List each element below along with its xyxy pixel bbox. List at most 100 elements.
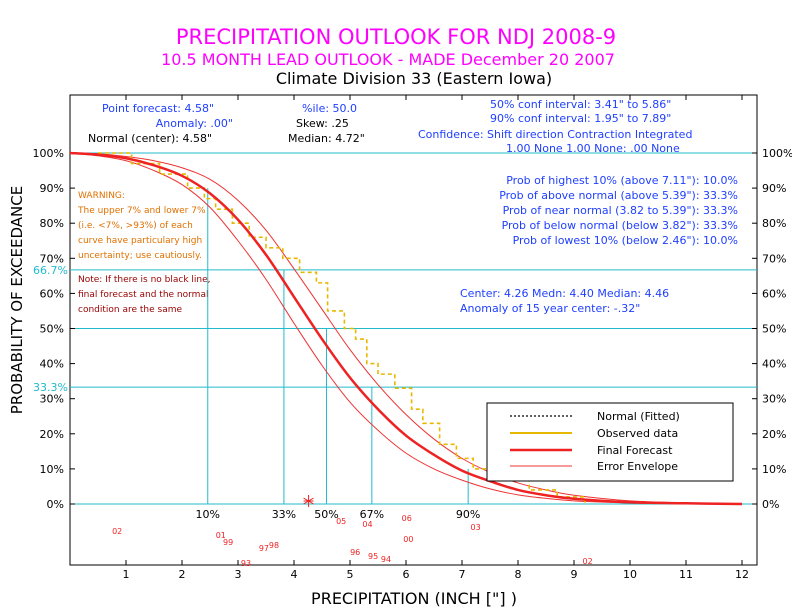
y-tick-label-left: 20% <box>40 428 64 441</box>
y-tick-label-right: 70% <box>762 252 786 265</box>
y-tick-label-left: 40% <box>40 358 64 371</box>
x-tick-label: 6 <box>403 568 410 581</box>
y-tick-label-right: 20% <box>762 428 786 441</box>
prob-below: Prob of below normal (below 3.82"): 33.3… <box>502 219 738 232</box>
y-tick-label-right: 40% <box>762 358 786 371</box>
y-tick-label-right: 0% <box>762 498 779 511</box>
stat-point-forecast: Point forecast: 4.58" <box>102 102 214 115</box>
x-tick-label: 8 <box>515 568 522 581</box>
y-tick-label-right: 30% <box>762 393 786 406</box>
y-axis-label: PROBABILITY OF EXCEEDANCE <box>8 186 26 414</box>
warning-line: WARNING: <box>78 191 125 201</box>
legend-label-envelope: Error Envelope <box>597 460 678 473</box>
y-tick-label-right: 60% <box>762 287 786 300</box>
year-label: 04 <box>362 520 372 529</box>
year-label: 95 <box>368 552 378 561</box>
year-label: 05 <box>336 517 346 526</box>
note-line: condition are the same <box>78 305 182 315</box>
year-label: 99 <box>223 538 233 547</box>
y-tick-label-right: 100% <box>762 147 792 160</box>
year-label: 01 <box>216 531 226 540</box>
y-tick-label-right: 80% <box>762 217 786 230</box>
climate-division: Climate Division 33 (Eastern Iowa) <box>276 69 552 88</box>
y-tick-label-right: 50% <box>762 323 786 336</box>
x-tick-label: 7 <box>459 568 466 581</box>
year-label: 00 <box>403 535 413 544</box>
y-tick-label-left: 0% <box>47 498 64 511</box>
prob-highest: Prob of highest 10% (above 7.11"): 10.0% <box>506 174 738 187</box>
warning-line: curve have particulary high <box>78 236 202 246</box>
stat-conf90: 90% conf interval: 1.95" to 7.89" <box>490 112 671 125</box>
reference-line-label: 66.7% <box>33 264 68 277</box>
year-label: 94 <box>381 555 391 564</box>
x-tick-label: 3 <box>235 568 242 581</box>
warning-line: (i.e. <7%, >93%) of each <box>78 221 193 231</box>
anomaly-15yr: Anomaly of 15 year center: -.32" <box>460 302 640 315</box>
y-tick-label-left: 70% <box>40 252 64 265</box>
stat-confidence-values: 1.00 None 1.00 None: .00 None <box>506 142 680 155</box>
percentile-label: 50% <box>314 508 338 521</box>
note-line: final forecast and the normal <box>78 290 208 300</box>
y-tick-label-right: 90% <box>762 182 786 195</box>
year-label: 93 <box>241 559 251 568</box>
y-tick-label-right: 10% <box>762 463 786 476</box>
year-label: 06 <box>402 514 412 523</box>
series-error-envelope-lower <box>69 152 743 505</box>
stat-anomaly: Anomaly: .00" <box>156 117 233 130</box>
y-tick-label-left: 50% <box>40 323 64 336</box>
grid-layer <box>70 152 757 505</box>
point-forecast-marker <box>303 495 314 507</box>
plot-frame <box>69 94 758 566</box>
stat-conf50: 50% conf interval: 3.41" to 5.86" <box>490 98 671 111</box>
legend-label-forecast: Final Forecast <box>597 444 673 457</box>
chart-title: PRECIPITATION OUTLOOK FOR NDJ 2008-9 <box>176 25 616 49</box>
year-label: 98 <box>269 541 279 550</box>
x-tick-label: 4 <box>291 568 298 581</box>
percentile-label: 10% <box>196 508 220 521</box>
stat-confidence-header: Confidence: Shift direction Contraction … <box>418 128 692 141</box>
legend-label-observed: Observed data <box>597 427 678 440</box>
prob-lowest: Prob of lowest 10% (below 2.46"): 10.0% <box>513 234 738 247</box>
legend: Normal (Fitted) Observed data Final Fore… <box>486 402 734 482</box>
x-tick-label: 9 <box>571 568 578 581</box>
stat-pctile: %ile: 50.0 <box>302 102 357 115</box>
x-tick-label: 2 <box>179 568 186 581</box>
x-axis-label: PRECIPITATION (INCH ["] ) <box>311 589 517 608</box>
center-line: Center: 4.26 Medn: 4.40 Median: 4.46 <box>460 287 669 300</box>
percentile-label: 90% <box>456 508 480 521</box>
year-label: 97 <box>259 544 269 553</box>
x-tick-label: 12 <box>735 568 749 581</box>
note-text: Note: If there is no black line, final f… <box>78 275 211 315</box>
year-label: 02 <box>583 557 593 566</box>
chart-subtitle: 10.5 MONTH LEAD OUTLOOK - MADE December … <box>161 50 615 69</box>
year-label: 96 <box>350 548 360 557</box>
y-tick-label-left: 80% <box>40 217 64 230</box>
series-error-envelope-upper <box>69 152 743 505</box>
year-label: 03 <box>471 523 481 532</box>
warning-line: The upper 7% and lower 7% <box>77 206 206 216</box>
note-line: Note: If there is no black line, <box>78 275 211 285</box>
percentile-label: 67% <box>360 508 384 521</box>
stat-median: Median: 4.72" <box>288 132 365 145</box>
x-tick-label: 10 <box>623 568 637 581</box>
prob-near: Prob of near normal (3.82 to 5.39"): 33.… <box>503 204 738 217</box>
legend-label-normal: Normal (Fitted) <box>597 410 680 423</box>
reference-line-label: 33.3% <box>33 381 68 394</box>
warning-text: WARNING: The upper 7% and lower 7% (i.e.… <box>77 191 206 261</box>
y-tick-label-left: 10% <box>40 463 64 476</box>
series-final-forecast <box>69 151 743 506</box>
x-tick-label: 1 <box>123 568 130 581</box>
percentile-label: 33% <box>272 508 296 521</box>
series-layer <box>69 151 743 506</box>
stat-skew: Skew: .25 <box>296 117 349 130</box>
y-tick-label-left: 90% <box>40 182 64 195</box>
warning-line: uncertainty; use cautiously. <box>78 251 202 261</box>
x-tick-label: 5 <box>347 568 354 581</box>
year-label: 02 <box>112 527 122 536</box>
prob-above: Prob of above normal (above 5.39"): 33.3… <box>499 189 738 202</box>
tick-layer: 66.7%33.3%0%10%20%30%40%50%60%70%80%90%1… <box>33 95 792 581</box>
x-tick-label: 11 <box>679 568 693 581</box>
y-tick-label-left: 100% <box>33 147 64 160</box>
